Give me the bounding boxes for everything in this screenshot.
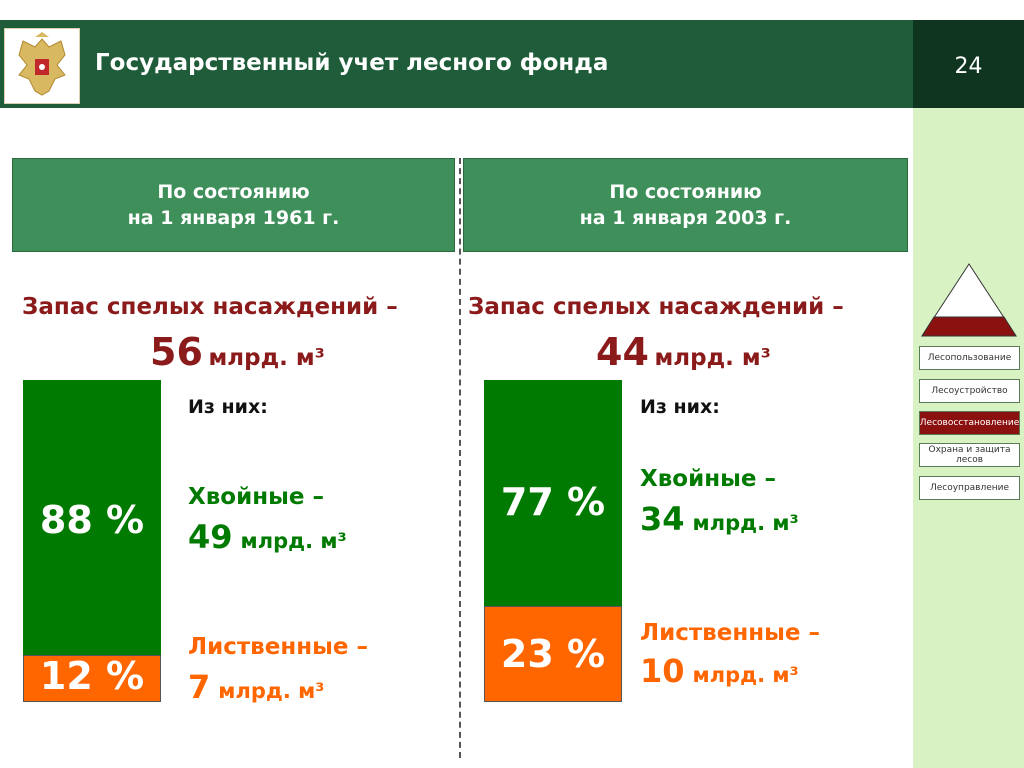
sidebar-item-forest-administration[interactable]: Лесоуправление [919,476,1020,500]
deciduous-label-2003: Лиственные – [640,620,821,646]
sidebar-item-reforestation[interactable]: Лесовосстановление [919,411,1020,435]
coniferous-bar-2003 [484,380,622,606]
sidebar-item-forest-protection[interactable]: Охрана и защита лесов [919,443,1020,467]
coniferous-bar-1961 [23,380,161,655]
stock-number: 44 [596,330,649,374]
deciduous-value-2003: 10 млрд. м³ [640,652,799,690]
sidebar-item-forest-management[interactable]: Лесоустройство [919,379,1020,403]
column-heading-1961: По состоянию на 1 января 1961 г. [12,158,455,252]
of-them-label-2003: Из них: [640,396,720,418]
coniferous-label-1961: Хвойные – [188,484,325,510]
stock-value-1961: 56 млрд. м³ [150,330,325,374]
deciduous-number: 10 [640,652,685,690]
column-heading-line2: на 1 января 1961 г. [127,207,340,229]
stock-number: 56 [150,330,203,374]
coniferous-percent-2003: 77 % [500,480,606,524]
page-number: 24 [954,54,983,79]
page-title: Государственный учет лесного фонда [95,50,609,76]
column-heading-line1: По состоянию [157,181,310,203]
deciduous-percent-2003: 23 % [500,632,606,676]
coat-of-arms-icon [4,28,80,104]
stock-label-1961: Запас спелых насаждений – [22,294,398,320]
deciduous-value-1961: 7 млрд. м³ [188,668,324,706]
column-heading-line2: на 1 января 2003 г. [579,207,792,229]
page-number-box [913,20,1024,108]
stock-unit: млрд. м³ [654,345,771,371]
of-them-label-1961: Из них: [188,396,268,418]
stock-unit: млрд. м³ [208,345,325,371]
coniferous-value-1961: 49 млрд. м³ [188,518,347,556]
column-divider [459,158,461,758]
coniferous-value-2003: 34 млрд. м³ [640,500,799,538]
pyramid-icon [918,262,1020,338]
coniferous-unit: млрд. м³ [240,529,347,553]
coniferous-number: 49 [188,518,233,556]
deciduous-bar-1961 [23,655,161,702]
deciduous-bar-2003 [484,606,622,702]
column-heading-line1: По состоянию [609,181,762,203]
column-heading-2003: По состоянию на 1 января 2003 г. [463,158,908,252]
header-bar [0,20,913,108]
deciduous-percent-1961: 12 % [39,654,145,698]
sidebar [913,108,1024,768]
stock-label-2003: Запас спелых насаждений – [468,294,844,320]
coniferous-unit: млрд. м³ [692,511,799,535]
coniferous-number: 34 [640,500,685,538]
deciduous-number: 7 [188,668,211,706]
stock-value-2003: 44 млрд. м³ [596,330,771,374]
sidebar-item-forest-use[interactable]: Лесопользование [919,346,1020,370]
deciduous-unit: млрд. м³ [218,679,325,703]
deciduous-label-1961: Лиственные – [188,634,369,660]
coniferous-label-2003: Хвойные – [640,466,777,492]
coniferous-percent-1961: 88 % [39,498,145,542]
deciduous-unit: млрд. м³ [692,663,799,687]
